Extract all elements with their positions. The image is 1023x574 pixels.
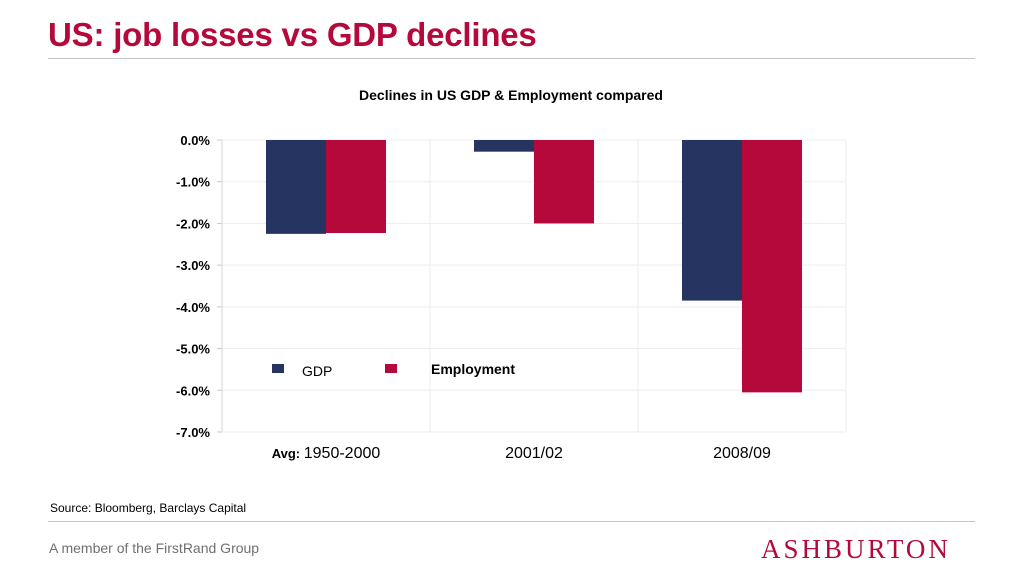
y-axis: 0.0% -1.0% -2.0% -3.0% -4.0% -5.0% -6.0% -7.0% [176,133,223,440]
bars [266,140,802,393]
footer-divider [48,521,975,522]
bar-employment [326,140,386,234]
chart-title: Declines in US GDP & Employment compared [359,87,663,103]
y-tick-label: 0.0% [180,133,210,148]
slide-title: US: job losses vs GDP declines [48,16,537,53]
legend-swatch-gdp [272,364,284,373]
y-tick-label: -1.0% [176,175,210,190]
y-tick-label: -5.0% [176,342,210,357]
y-tick-label: -7.0% [176,425,210,440]
title-divider [48,58,975,59]
x-category-label: 2001/02 [505,445,563,462]
y-tick-label: -2.0% [176,216,210,231]
y-tick-label: -6.0% [176,383,210,398]
bar-employment [534,140,594,224]
y-tick-label: -4.0% [176,300,210,315]
y-tick-label: -3.0% [176,258,210,273]
bar-chart: Declines in US GDP & Employment compared… [176,87,847,462]
x-axis: Avg: 1950-2000 2001/02 2008/09 [272,445,771,462]
legend-label-employment: Employment [431,361,515,377]
avg-prefix: Avg: [272,446,304,461]
ashburton-logo: ASHBURTON [761,534,951,564]
bar-gdp [474,140,534,152]
x-category-label: 2008/09 [713,445,771,462]
bar-gdp [266,140,326,234]
source-note: Source: Bloomberg, Barclays Capital [50,501,247,515]
footer-note: A member of the FirstRand Group [49,540,260,556]
bar-gdp [682,140,742,301]
bar-employment [742,140,802,393]
legend: GDP Employment [272,361,515,379]
x-category-label: Avg: 1950-2000 [272,445,381,462]
category-name: 1950-2000 [304,445,381,462]
legend-swatch-employment [385,364,397,373]
legend-label-gdp: GDP [302,363,332,379]
